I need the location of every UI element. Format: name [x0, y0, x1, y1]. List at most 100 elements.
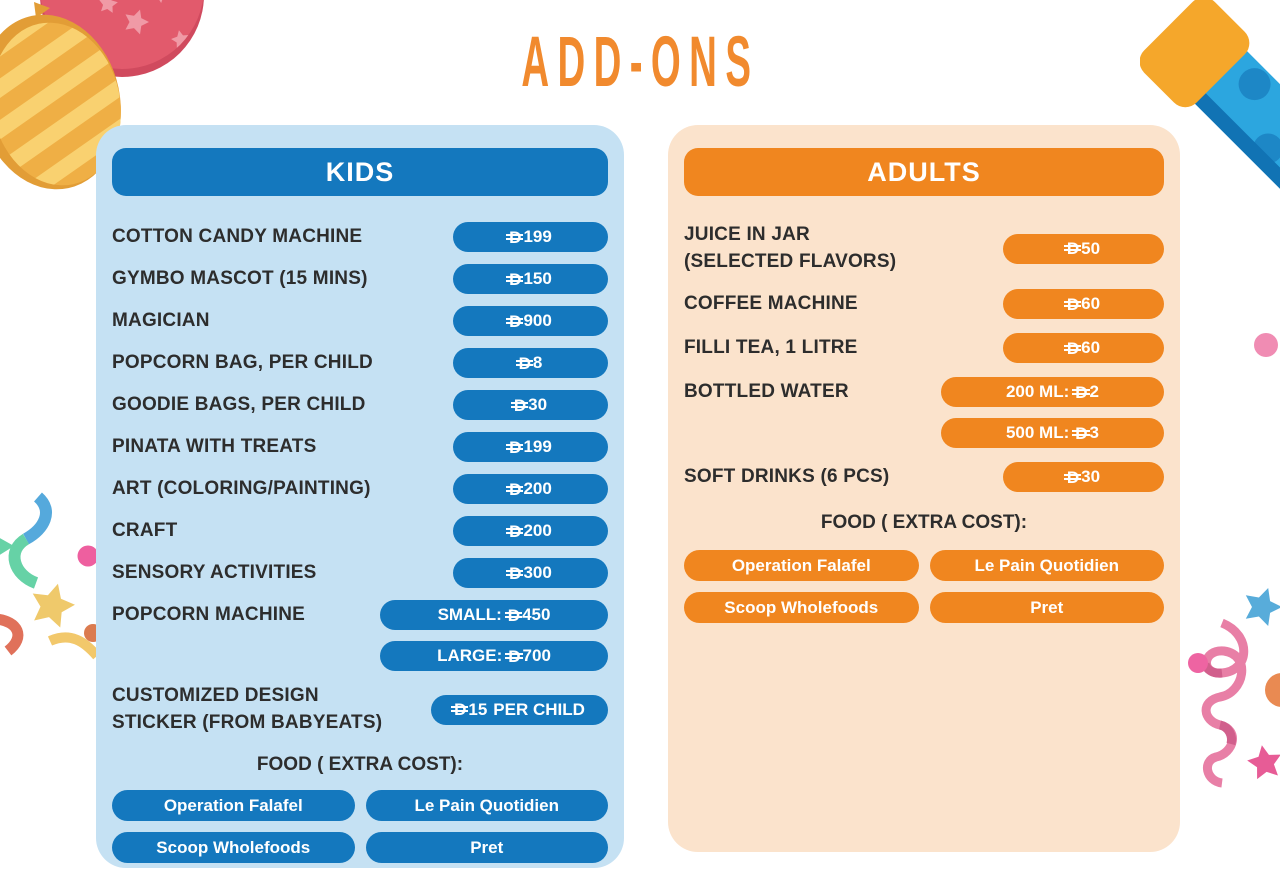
price-amount: 3	[1089, 423, 1100, 443]
item-row: COTTON CANDY MACHINE D 199	[112, 222, 608, 252]
vendor-pill: Pret	[929, 592, 1164, 624]
item-prices: D 300	[453, 558, 608, 588]
price-amount: 450	[522, 605, 551, 624]
dirham-currency-icon: D	[506, 437, 524, 457]
dirham-currency-icon: D	[510, 395, 529, 415]
item-label: CRAFT	[112, 519, 178, 541]
dirham-currency-icon: D	[506, 269, 524, 289]
price-pill: D 199	[453, 222, 608, 252]
item-prices: D 50	[1003, 233, 1164, 264]
item-prices: D 199	[453, 432, 608, 462]
vendor-pill: Le Pain Quotidien	[365, 790, 608, 822]
item-row: BOTTLED WATER 200 ML: D 2 500 ML: D 3	[684, 377, 1164, 449]
price-amount: 150	[523, 269, 552, 288]
item-label: JUICE IN JAR (SELECTED FLAVORS)	[684, 224, 897, 272]
adults-panel: ADULTS JUICE IN JAR (SELECTED FLAVORS) D…	[668, 125, 1180, 852]
price-pill: D 200	[453, 474, 608, 504]
price-amount: 200	[523, 521, 552, 540]
price-pill: D 300	[453, 558, 608, 588]
vendor-grid: Operation Falafel Le Pain Quotidien Scoo…	[112, 790, 608, 864]
item-rows: JUICE IN JAR (SELECTED FLAVORS) D 50 COF…	[684, 222, 1164, 493]
page-title: ADD-ONS	[0, 20, 1280, 102]
price-pill: SMALL: D 450	[380, 600, 608, 630]
item-prices: D 200	[453, 474, 608, 504]
item-label: GOODIE BAGS, PER CHILD	[112, 393, 366, 415]
price-value: D 8	[515, 353, 542, 373]
price-value: D 30	[1063, 467, 1101, 487]
item-prices: D 900	[453, 306, 608, 336]
item-row: PINATA WITH TREATS D 199	[112, 432, 608, 462]
dirham-currency-icon: D	[1072, 423, 1090, 443]
price-pill: D 50	[1003, 233, 1164, 264]
price-value: D 15	[451, 700, 487, 720]
item-label: MAGICIAN	[112, 309, 210, 331]
item-row: SENSORY ACTIVITIES D 300	[112, 558, 608, 588]
adults-panel-header: ADULTS	[684, 148, 1164, 196]
price-value: D 300	[506, 563, 552, 583]
dirham-currency-icon: D	[505, 646, 523, 666]
item-label: ART (COLORING/PAINTING)	[112, 477, 371, 499]
item-prices: D 200	[453, 516, 608, 546]
item-row: GYMBO MASCOT (15 MINS) D 150	[112, 264, 608, 294]
pink-dot-icon	[77, 545, 99, 567]
item-label: COFFEE MACHINE	[684, 292, 858, 314]
price-pill: D 900	[453, 306, 608, 336]
price-pill: D 200	[453, 516, 608, 546]
price-amount: 50	[1081, 238, 1101, 258]
item-prices: D 8	[453, 348, 608, 378]
price-value: D 700	[505, 646, 551, 666]
price-prefix: SMALL:	[437, 605, 502, 624]
price-amount: 300	[523, 563, 552, 582]
price-pill: D 30	[453, 390, 608, 420]
item-row: CUSTOMIZED DESIGN STICKER (FROM BABYEATS…	[112, 683, 608, 736]
item-prices: D 60	[1003, 289, 1164, 320]
confetti-ribbons-icon	[0, 492, 101, 660]
vendor-pill: Operation Falafel	[684, 550, 919, 582]
kids-panel-items: COTTON CANDY MACHINE D 199 GYMBO MASCOT …	[96, 196, 624, 864]
vendor-pill: Operation Falafel	[112, 790, 355, 822]
price-value: D 900	[506, 311, 552, 331]
price-amount: 30	[528, 395, 548, 414]
dirham-currency-icon: D	[1063, 338, 1082, 358]
item-row: POPCORN MACHINE SMALL: D 450 LARGE: D 70…	[112, 600, 608, 671]
blue-star-icon	[1238, 585, 1280, 629]
dirham-currency-icon: D	[515, 353, 534, 373]
item-prices: D 150	[453, 264, 608, 294]
price-amount: 30	[1081, 467, 1101, 487]
price-prefix: 200 ML:	[1005, 382, 1070, 402]
confetti-left-decoration	[0, 492, 102, 660]
price-suffix: PER CHILD	[493, 699, 585, 719]
kids-panel: KIDS COTTON CANDY MACHINE D 199 GYMBO MA…	[96, 125, 624, 868]
page-title-text: ADD-ONS	[521, 21, 759, 102]
price-value: D 200	[506, 521, 552, 541]
kids-panel-header: KIDS	[112, 148, 608, 196]
price-amount: 900	[523, 311, 552, 330]
dirham-currency-icon: D	[451, 700, 469, 720]
vendor-pill: Scoop Wholefoods	[684, 592, 919, 624]
price-value: D 199	[506, 227, 552, 247]
price-amount: 199	[523, 227, 552, 246]
item-label: POPCORN MACHINE	[112, 604, 306, 625]
price-amount: 199	[523, 437, 552, 456]
price-amount: 200	[523, 479, 552, 498]
adults-panel-title: ADULTS	[867, 156, 981, 187]
item-label: POPCORN BAG, PER CHILD	[112, 351, 373, 373]
price-value: D 200	[506, 479, 552, 499]
price-pill: D 8	[453, 348, 608, 378]
item-label: GYMBO MASCOT (15 MINS)	[112, 267, 368, 289]
dirham-currency-icon: D	[506, 521, 524, 541]
item-prices: D 30	[453, 390, 608, 420]
food-heading: FOOD ( EXTRA COST):	[820, 512, 1028, 534]
dirham-currency-icon: D	[1063, 239, 1082, 259]
item-row: FILLI TEA, 1 LITRE D 60	[684, 333, 1164, 364]
price-value: D 2	[1072, 382, 1099, 402]
price-pill: LARGE: D 700	[380, 641, 608, 671]
item-label: CUSTOMIZED DESIGN STICKER (FROM BABYEATS…	[112, 685, 383, 733]
item-label: SOFT DRINKS (6 PCS)	[684, 465, 890, 487]
price-value: D 50	[1063, 238, 1101, 259]
price-pill: D 30	[1003, 462, 1164, 493]
dirham-currency-icon: D	[1063, 467, 1082, 487]
price-pill: D 60	[1003, 333, 1164, 364]
price-pill: D 150	[453, 264, 608, 294]
confetti-right-decoration	[1188, 585, 1280, 788]
